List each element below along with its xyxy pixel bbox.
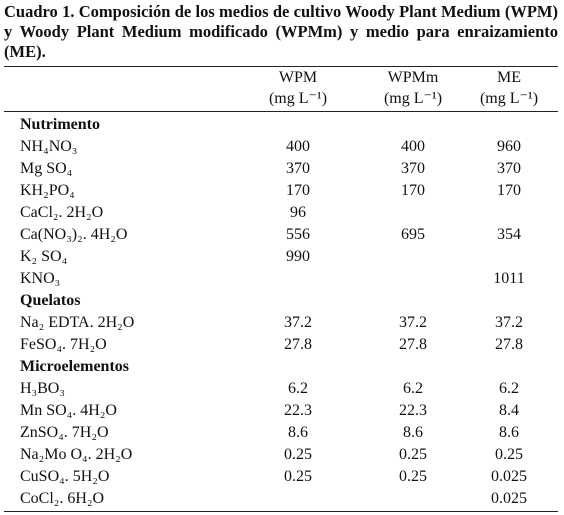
row-label: Mg SO₄	[20, 160, 73, 177]
bottom-rule	[4, 511, 558, 512]
row-label: K₂ SO₄	[20, 248, 68, 265]
column-header: WPM	[278, 69, 318, 86]
cell-value: 27.8	[495, 336, 523, 353]
cell-value: 8.6	[499, 424, 519, 441]
cell-value: 990	[286, 248, 310, 265]
cell-value: 0.25	[399, 468, 427, 485]
row-label: H₃BO₃	[20, 380, 65, 397]
cell-value: 0.25	[284, 446, 312, 463]
row-label: ZnSO₄. 7H₂O	[20, 424, 109, 441]
cell-value: 1011	[493, 270, 525, 287]
cell-value: 6.2	[403, 380, 423, 397]
row-label: Na₂ EDTA. 2H₂O	[20, 314, 135, 331]
cell-value: 37.2	[284, 314, 312, 331]
cell-value: 8.4	[499, 402, 519, 419]
column-header: WPMm	[387, 69, 439, 86]
row-label: NH₄NO₃	[20, 138, 78, 155]
cell-value: 370	[497, 160, 521, 177]
cell-value: 170	[497, 182, 521, 199]
cell-value: 22.3	[284, 402, 312, 419]
cell-value: 0.25	[495, 446, 523, 463]
cell-value: 0.25	[399, 446, 427, 463]
row-label: Ca(NO₃)₂. 4H₂O	[20, 226, 128, 243]
row-label: KH₂PO₄	[20, 182, 75, 199]
cell-value: 370	[286, 160, 310, 177]
column-header: (mg L⁻¹)	[383, 90, 443, 107]
cell-value: 556	[286, 226, 310, 243]
cell-value: 400	[286, 138, 310, 155]
row-label: KNO₃	[20, 270, 61, 287]
cell-value: 6.2	[288, 380, 308, 397]
cell-value: 37.2	[495, 314, 523, 331]
section-heading: Nutrimento	[20, 116, 100, 133]
row-label: Mn SO₄. 4H₂O	[20, 402, 117, 419]
cell-value: 170	[286, 182, 310, 199]
cell-value: 0.025	[491, 468, 527, 485]
cell-value: 8.6	[288, 424, 308, 441]
cell-value: 37.2	[399, 314, 427, 331]
section-heading: Microelementos	[20, 358, 129, 375]
cell-value: 370	[401, 160, 425, 177]
cell-value: 27.8	[399, 336, 427, 353]
cell-value: 354	[497, 226, 521, 243]
top-rule	[4, 66, 558, 67]
cell-value: 695	[401, 226, 425, 243]
cell-value: 96	[290, 204, 306, 221]
cell-value: 0.025	[491, 490, 527, 507]
table-caption: Cuadro 1. Composición de los medios de c…	[4, 2, 558, 61]
cell-value: 22.3	[399, 402, 427, 419]
cell-value: 8.6	[403, 424, 423, 441]
column-header: (mg L⁻¹)	[268, 90, 328, 107]
row-label: FeSO₄. 7H₂O	[20, 336, 107, 353]
row-label: CoCl₂. 6H₂O	[20, 490, 105, 507]
row-label: CaCl₂. 2H₂O	[20, 204, 104, 221]
column-header: (mg L⁻¹)	[479, 90, 539, 107]
cell-value: 960	[497, 138, 521, 155]
cell-value: 27.8	[284, 336, 312, 353]
header-rule	[4, 111, 558, 112]
cell-value: 170	[401, 182, 425, 199]
cell-value: 400	[401, 138, 425, 155]
row-label: CuSO₄. 5H₂O	[20, 468, 110, 485]
cell-value: 6.2	[499, 380, 519, 397]
cell-value: 0.25	[284, 468, 312, 485]
section-heading: Quelatos	[20, 292, 81, 309]
column-header: ME	[497, 69, 521, 86]
row-label: Na₂Mo O₄. 2H₂O	[20, 446, 133, 463]
